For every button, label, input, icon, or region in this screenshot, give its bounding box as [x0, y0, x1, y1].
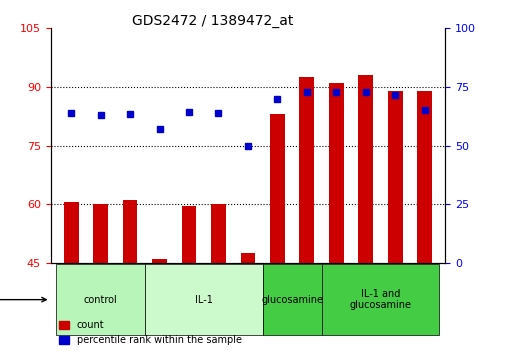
Bar	[387, 91, 402, 263]
Bar	[270, 114, 284, 263]
Bar	[328, 83, 343, 263]
Text: IL-1 and
glucosamine: IL-1 and glucosamine	[349, 289, 411, 310]
FancyBboxPatch shape	[321, 264, 438, 335]
FancyBboxPatch shape	[57, 264, 144, 335]
Bar	[299, 77, 314, 263]
Bar	[240, 253, 255, 263]
Text: IL-1: IL-1	[194, 295, 212, 305]
Text: glucosamine: glucosamine	[261, 295, 323, 305]
Bar	[211, 204, 225, 263]
Legend: count, percentile rank within the sample: count, percentile rank within the sample	[56, 316, 245, 349]
Bar	[417, 91, 431, 263]
Bar	[358, 75, 372, 263]
Bar	[123, 200, 137, 263]
Bar	[152, 259, 167, 263]
Bar	[64, 202, 78, 263]
Bar	[93, 204, 108, 263]
Text: GDS2472 / 1389472_at: GDS2472 / 1389472_at	[132, 14, 292, 28]
Text: control: control	[84, 295, 117, 305]
Bar	[181, 206, 196, 263]
FancyBboxPatch shape	[144, 264, 262, 335]
Text: agent: agent	[0, 295, 46, 305]
FancyBboxPatch shape	[262, 264, 321, 335]
